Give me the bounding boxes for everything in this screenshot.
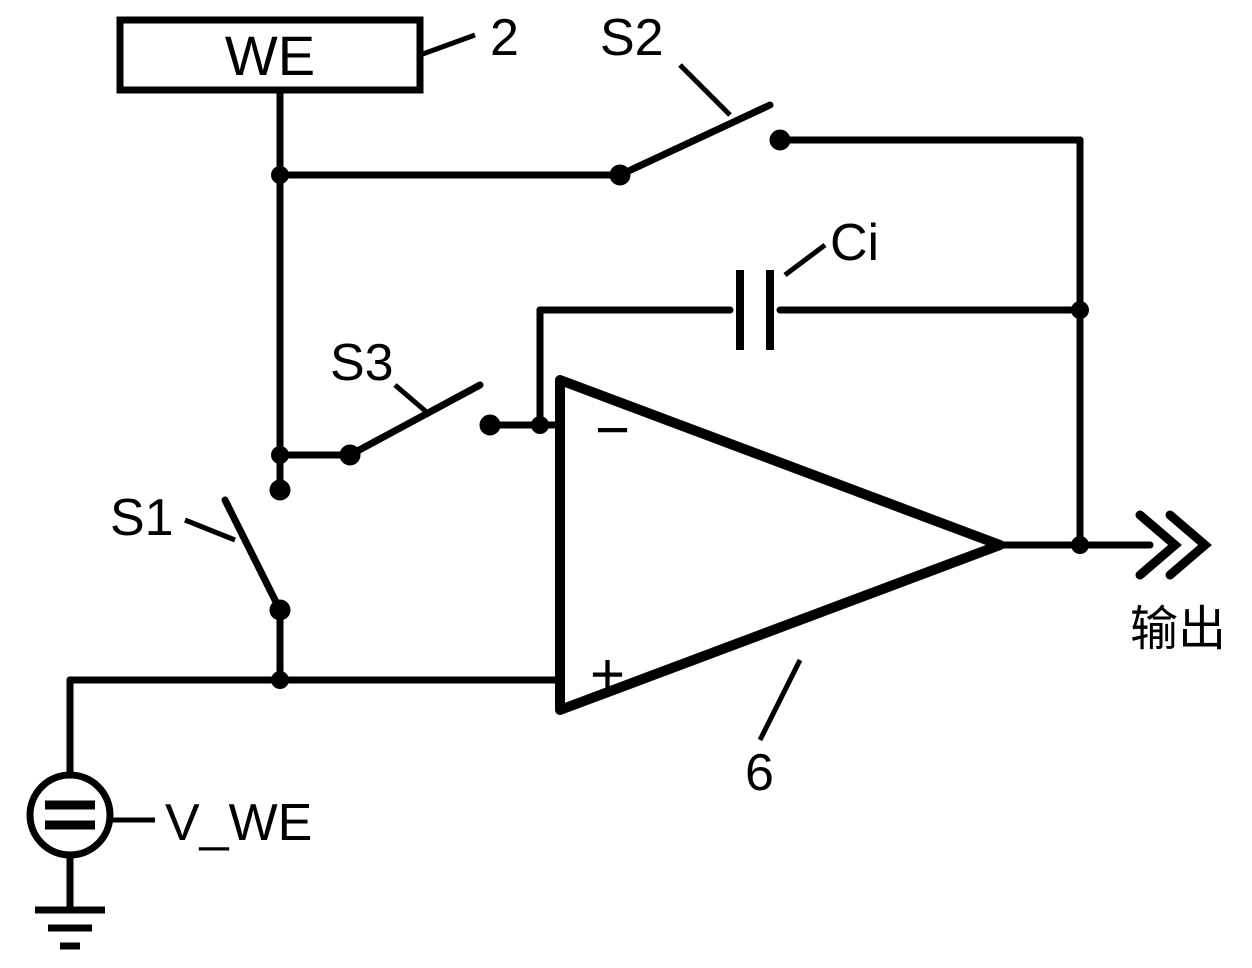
switch-s3-label: S3 xyxy=(330,334,394,392)
capacitor-ci: Ci xyxy=(740,214,879,350)
op-amp-minus: − xyxy=(595,396,630,463)
op-amp-ref: 6 xyxy=(745,744,774,802)
vwe-source-label: V_WE xyxy=(165,794,312,852)
switch-s2-label: S2 xyxy=(600,9,664,67)
op-amp: − + 6 xyxy=(560,380,1000,802)
output-label: 输出 xyxy=(1130,603,1226,656)
switch-s1-label: S1 xyxy=(110,489,174,547)
switch-s2: S2 xyxy=(600,9,787,182)
output-arrow: 输出 xyxy=(1130,515,1226,656)
switch-s1: S1 xyxy=(110,483,287,617)
ground-symbol xyxy=(35,910,105,946)
we-block-ref: 2 xyxy=(490,9,519,67)
we-block: WE 2 xyxy=(120,9,519,90)
capacitor-ci-label: Ci xyxy=(830,214,879,272)
vwe-source: V_WE xyxy=(30,775,312,855)
switch-s3: S3 xyxy=(330,334,497,462)
circuit-diagram: WE 2 S2 S3 S1 Ci xyxy=(0,0,1252,968)
op-amp-plus: + xyxy=(590,641,625,708)
we-block-label: WE xyxy=(225,24,315,87)
